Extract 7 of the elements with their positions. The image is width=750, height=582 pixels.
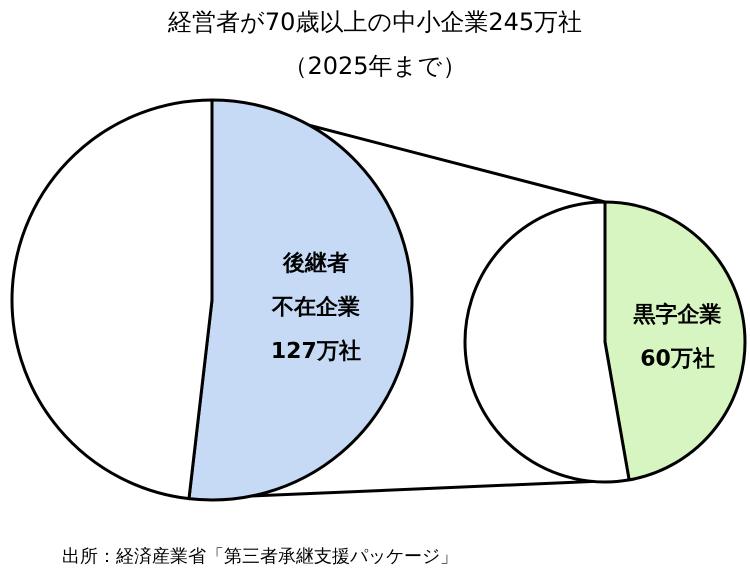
data-label: 60万社 [640, 346, 715, 372]
slice-label: 後継者不在企業 [270, 251, 360, 320]
text: 出所：経済産業省「第三者承継支援パッケージ」 [62, 546, 458, 567]
chart-subtitle: （2025年まで） [283, 52, 467, 80]
data-label: 127万社 [270, 339, 361, 364]
chart-title: 経営者が70歳以上の中小企業245万社 [166, 8, 582, 36]
slice-label: 黒字企業 [632, 302, 722, 328]
